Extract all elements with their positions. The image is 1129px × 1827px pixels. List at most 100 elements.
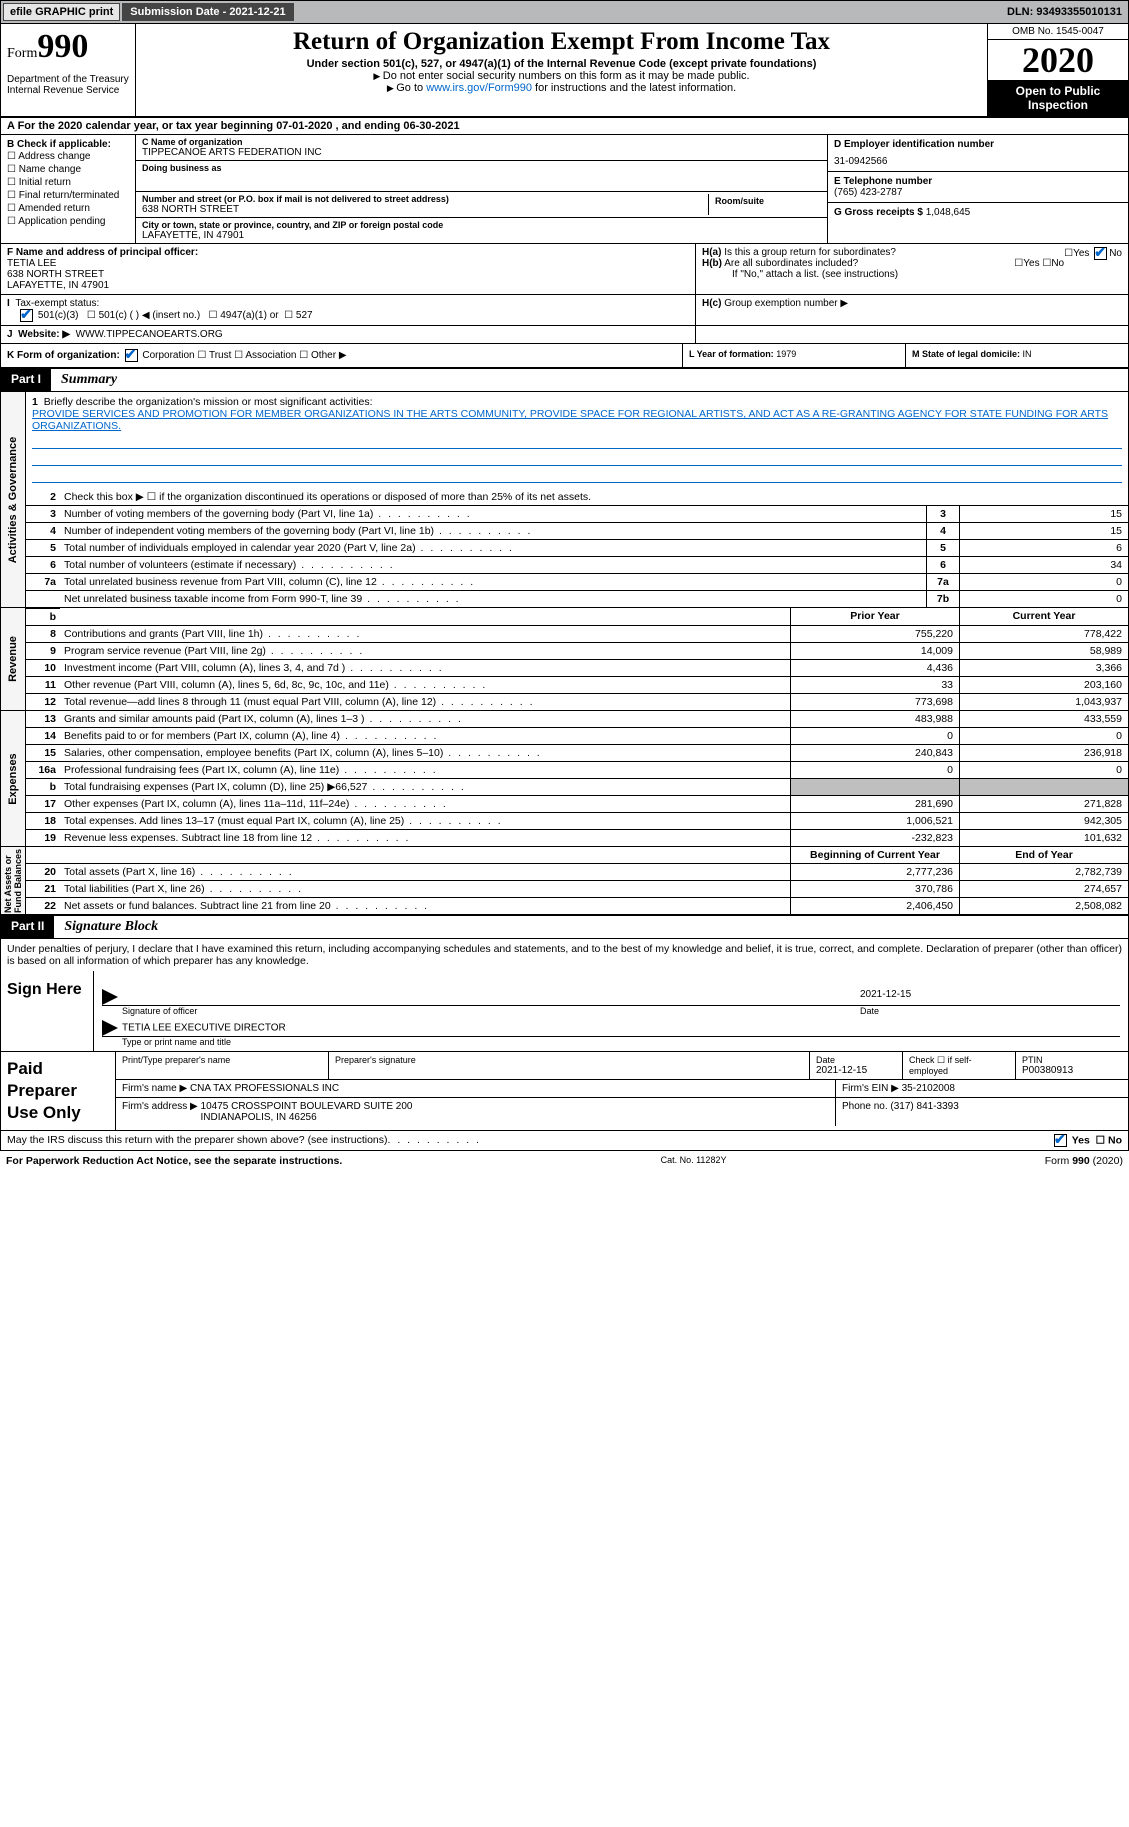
chk-name[interactable]: ☐ Name change: [7, 163, 129, 176]
begin-year-hdr: Beginning of Current Year: [790, 847, 959, 863]
sign-here-block: Sign Here 2021-12-15 Signature of office…: [0, 971, 1129, 1052]
discuss-row: May the IRS discuss this return with the…: [0, 1131, 1129, 1151]
prep-name-label: Print/Type preparer's name: [122, 1055, 322, 1065]
part2-header: Part IISignature Block: [0, 915, 1129, 939]
revenue-section: Revenue bPrior YearCurrent Year 8Contrib…: [0, 608, 1129, 711]
mission-label: Briefly describe the organization's miss…: [44, 396, 373, 408]
firm-name: CNA TAX PROFESSIONALS INC: [190, 1083, 339, 1094]
part1-header: Part ISummary: [0, 368, 1129, 392]
dba-label: Doing business as: [142, 163, 821, 173]
city-value: LAFAYETTE, IN 47901: [142, 230, 821, 241]
firm-ein-label: Firm's EIN ▶: [842, 1083, 899, 1094]
street-address: 638 NORTH STREET: [142, 204, 708, 215]
vtab-revenue: Revenue: [7, 636, 19, 682]
501c3-checkbox[interactable]: [20, 309, 33, 322]
gross-value: 1,048,645: [926, 207, 971, 218]
paperwork-notice: For Paperwork Reduction Act Notice, see …: [6, 1155, 342, 1167]
mission-text: PROVIDE SERVICES AND PROMOTION FOR MEMBE…: [32, 408, 1108, 432]
officer-addr1: 638 NORTH STREET: [7, 269, 104, 280]
firm-ein: 35-2102008: [902, 1083, 955, 1094]
vtab-governance: Activities & Governance: [7, 436, 19, 563]
suite-label: Room/suite: [715, 196, 815, 206]
section-de: D Employer identification number31-09425…: [827, 135, 1128, 243]
cat-no: Cat. No. 11282Y: [342, 1155, 1044, 1167]
chk-address[interactable]: ☐ Address change: [7, 150, 129, 163]
section-fh: F Name and address of principal officer:…: [0, 244, 1129, 295]
discuss-yes-checkbox[interactable]: [1054, 1134, 1067, 1147]
officer-label: F Name and address of principal officer:: [7, 247, 198, 258]
vtab-expenses: Expenses: [7, 753, 19, 804]
top-toolbar: efile GRAPHIC print Submission Date - 20…: [0, 0, 1129, 24]
hc-text: Group exemption number ▶: [724, 298, 848, 309]
form-title: Return of Organization Exempt From Incom…: [144, 28, 979, 56]
efile-print-button[interactable]: efile GRAPHIC print: [3, 3, 120, 21]
preparer-title: Paid Preparer Use Only: [1, 1052, 116, 1130]
firm-phone: (317) 841-3393: [890, 1101, 958, 1112]
officer-addr2: LAFAYETTE, IN 47901: [7, 280, 109, 291]
domicile-state: IN: [1023, 349, 1032, 359]
tax-period: A For the 2020 calendar year, or tax yea…: [0, 116, 1129, 135]
name-type-label: Type or print name and title: [102, 1037, 1120, 1047]
line2-text: Check this box ▶ ☐ if the organization d…: [60, 489, 1128, 505]
omb-number: OMB No. 1545-0047: [988, 24, 1128, 40]
org-name-label: C Name of organization: [142, 137, 821, 147]
addr-label: Number and street (or P.O. box if mail i…: [142, 194, 708, 204]
dln-label: DLN: 93493355010131: [1001, 6, 1128, 18]
formation-year: 1979: [776, 349, 796, 359]
ein-value: 31-0942566: [834, 150, 1122, 167]
sign-here-label: Sign Here: [1, 971, 94, 1051]
prep-date-label: Date: [816, 1055, 896, 1065]
section-j: J Website: ▶ WWW.TIPPECANOEARTS.ORG: [0, 326, 1129, 344]
section-klm: K Form of organization: Corporation ☐ Tr…: [0, 344, 1129, 368]
sig-label: Signature of officer: [102, 1006, 860, 1016]
public-inspection: Open to Public Inspection: [988, 80, 1128, 116]
section-i: I Tax-exempt status: 501(c)(3) ☐ 501(c) …: [0, 295, 1129, 326]
website-value: WWW.TIPPECANOEARTS.ORG: [76, 329, 223, 340]
sign-date: 2021-12-15: [860, 989, 1120, 1005]
ha-no-checkbox[interactable]: [1094, 247, 1107, 260]
signature-intro: Under penalties of perjury, I declare th…: [0, 939, 1129, 971]
section-c: C Name of organizationTIPPECANOE ARTS FE…: [136, 135, 827, 243]
vtab-netassets: Net Assets or Fund Balances: [3, 848, 23, 912]
prior-year-hdr: Prior Year: [790, 608, 959, 625]
ptin-label: PTIN: [1022, 1055, 1122, 1065]
section-b: B Check if applicable: ☐ Address change …: [1, 135, 136, 243]
form-ref: Form 990 (2020): [1045, 1155, 1123, 1167]
officer-sig-name: TETIA LEE EXECUTIVE DIRECTOR: [122, 1023, 286, 1034]
gross-label: G Gross receipts $: [834, 207, 923, 218]
signature-arrow-icon: [102, 989, 118, 1005]
firm-label: Firm's name ▶: [122, 1083, 187, 1094]
prep-sig-label: Preparer's signature: [335, 1055, 803, 1065]
firm-addr: 10475 CROSSPOINT BOULEVARD SUITE 200 IND…: [201, 1101, 413, 1123]
hb-text: Are all subordinates included?: [724, 258, 858, 269]
org-name: TIPPECANOE ARTS FEDERATION INC: [142, 147, 821, 158]
preparer-block: Paid Preparer Use Only Print/Type prepar…: [0, 1052, 1129, 1131]
page-footer: For Paperwork Reduction Act Notice, see …: [0, 1151, 1129, 1171]
prep-date: 2021-12-15: [816, 1065, 896, 1076]
name-arrow-icon: [102, 1020, 118, 1036]
discuss-text: May the IRS discuss this return with the…: [7, 1134, 388, 1147]
current-year-hdr: Current Year: [959, 608, 1128, 625]
self-employed: Check ☐ if self-employed: [903, 1052, 1016, 1079]
section-b-label: B Check if applicable:: [7, 139, 129, 150]
chk-pending[interactable]: ☐ Application pending: [7, 215, 129, 228]
chk-initial[interactable]: ☐ Initial return: [7, 176, 129, 189]
ha-text: Is this a group return for subordinates?: [724, 247, 896, 258]
governance-section: Activities & Governance 1 Briefly descri…: [0, 392, 1129, 608]
officer-name: TETIA LEE: [7, 258, 56, 269]
irs-link[interactable]: www.irs.gov/Form990: [426, 82, 532, 94]
form-number: Form990: [7, 28, 129, 66]
netassets-section: Net Assets or Fund Balances Beginning of…: [0, 847, 1129, 915]
firm-phone-label: Phone no.: [842, 1101, 888, 1112]
hb-note: If "No," attach a list. (see instruction…: [702, 269, 898, 280]
website-note: Go to www.irs.gov/Form990 for instructio…: [144, 82, 979, 94]
tax-year: 2020: [988, 40, 1128, 80]
date-label: Date: [860, 1006, 1120, 1016]
chk-final[interactable]: ☐ Final return/terminated: [7, 189, 129, 202]
firm-addr-label: Firm's address ▶: [122, 1101, 198, 1112]
city-label: City or town, state or province, country…: [142, 220, 821, 230]
dept-label: Department of the Treasury Internal Reve…: [7, 74, 129, 96]
expenses-section: Expenses 13Grants and similar amounts pa…: [0, 711, 1129, 847]
corp-checkbox[interactable]: [125, 349, 138, 362]
chk-amended[interactable]: ☐ Amended return: [7, 202, 129, 215]
